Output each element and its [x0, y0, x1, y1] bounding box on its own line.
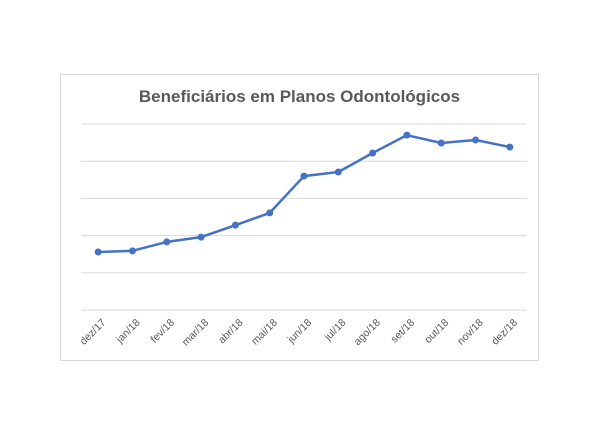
data-point-marker [437, 139, 445, 147]
series-line [98, 133, 511, 254]
x-tick-label: jan/18 [113, 317, 143, 347]
chart-area: Beneficiários em Planos Odontológicos de… [60, 74, 539, 361]
data-point-marker [94, 248, 102, 256]
line-plot: dez/17 jan/18 fev/18 mar/18 abr/18 mai/18 jun/… [78, 123, 527, 349]
x-tick-label: nov/18 [455, 317, 486, 348]
data-point-marker [300, 172, 308, 180]
x-tick-label: jul/18 [322, 317, 349, 344]
data-point-marker [369, 149, 377, 157]
data-point-marker [334, 168, 342, 176]
data-point-marker [403, 131, 411, 139]
data-point-marker [197, 233, 205, 241]
data-point-marker [128, 247, 136, 255]
x-tick-label: dez/17 [78, 317, 109, 348]
x-tick-label: jun/18 [285, 317, 315, 347]
chart-title: Beneficiários em Planos Odontológicos [138, 87, 461, 106]
x-tick-label: dez/18 [489, 317, 520, 348]
data-point-marker [231, 221, 239, 229]
x-tick-label: mai/18 [249, 317, 280, 348]
data-point-marker [506, 143, 514, 151]
data-point-marker [472, 136, 480, 144]
x-tick-label: ago/18 [352, 317, 383, 348]
x-tick-label: mar/18 [180, 317, 212, 349]
data-point-marker [163, 238, 171, 246]
data-point-marker [266, 209, 274, 217]
x-tick-label: set/18 [388, 317, 417, 346]
x-tick-label: out/18 [422, 317, 451, 346]
x-tick-label: fev/18 [148, 317, 177, 346]
x-tick-label: abr/18 [216, 317, 246, 347]
